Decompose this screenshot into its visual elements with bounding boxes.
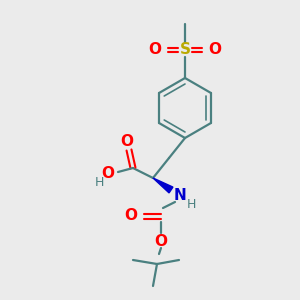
Text: O: O: [154, 235, 167, 250]
Text: O: O: [208, 43, 221, 58]
Text: O: O: [124, 208, 137, 224]
Text: H: H: [94, 176, 104, 188]
Text: S: S: [179, 43, 191, 58]
Text: O: O: [101, 167, 115, 182]
Text: N: N: [174, 188, 186, 203]
Text: O: O: [148, 43, 161, 58]
Polygon shape: [153, 178, 173, 193]
Text: O: O: [121, 134, 134, 149]
Text: H: H: [186, 197, 196, 211]
